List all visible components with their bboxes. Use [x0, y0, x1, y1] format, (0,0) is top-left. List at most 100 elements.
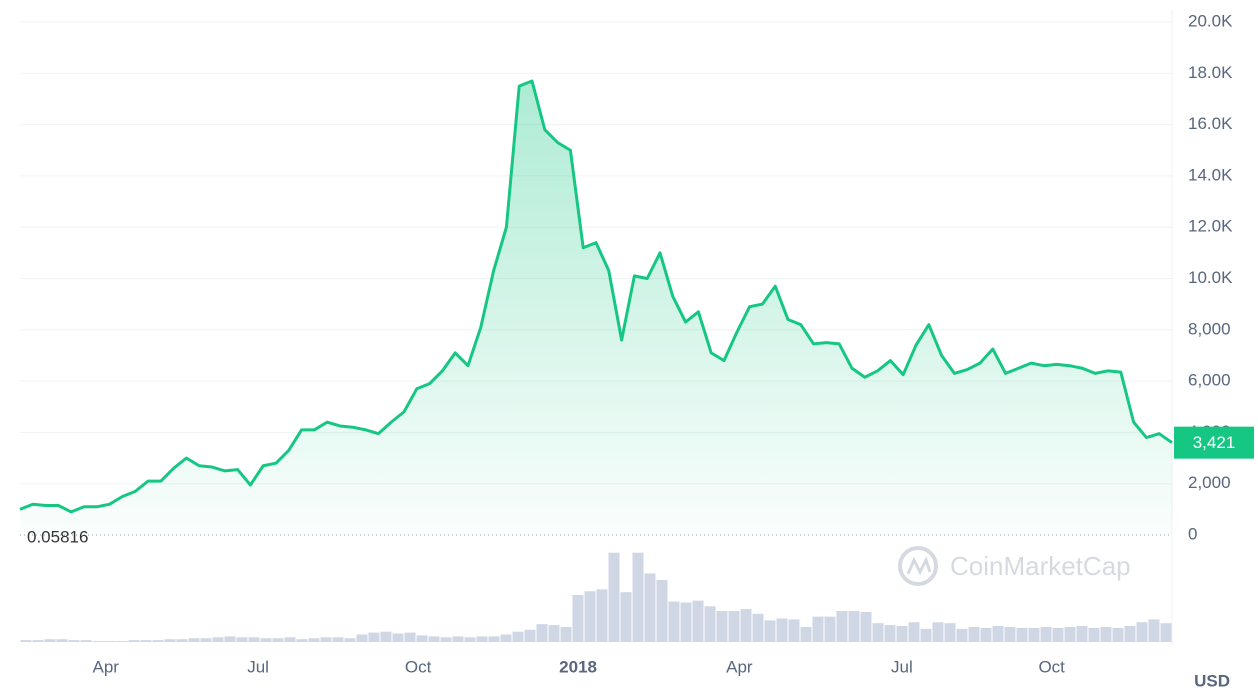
volume-bar [1112, 627, 1124, 642]
x-tick-label: Jul [247, 657, 269, 676]
volume-bar [1100, 626, 1112, 642]
volume-bar [1160, 623, 1172, 642]
volume-bar [260, 638, 272, 642]
volume-bar [752, 613, 764, 642]
volume-bar [392, 633, 404, 642]
y-tick-label: 20.0K [1188, 11, 1233, 30]
volume-bar [572, 595, 584, 642]
volume-bar [212, 637, 224, 642]
volume-bar [140, 640, 152, 642]
volume-bar [284, 637, 296, 642]
volume-bar [428, 636, 440, 642]
volume-bar [164, 639, 176, 642]
volume-bar [224, 636, 236, 642]
volume-bar [620, 592, 632, 642]
last-price-label: 3,421 [1193, 433, 1236, 452]
y-tick-label: 18.0K [1188, 63, 1233, 82]
y-tick-label: 8,000 [1188, 319, 1231, 338]
volume-bar [1076, 626, 1088, 642]
volume-bar [788, 619, 800, 642]
volume-bar [416, 635, 428, 642]
price-line [19, 79, 1173, 514]
x-tick-label: 2018 [559, 657, 597, 676]
volume-bar [920, 628, 932, 642]
volume-bar [608, 552, 620, 642]
volume-bar [488, 636, 500, 642]
volume-bar [476, 636, 488, 642]
volume-bar [536, 624, 548, 642]
volume-bar [872, 623, 884, 642]
volume-bar [656, 579, 668, 642]
volume-bar [632, 552, 644, 642]
volume-bar [512, 631, 524, 642]
volume-bar [560, 626, 572, 642]
y-tick-label: 2,000 [1188, 473, 1231, 492]
volume-bar [44, 639, 56, 642]
volume-bar [80, 640, 92, 642]
volume-bar [944, 623, 956, 642]
volume-bar [272, 638, 284, 642]
volume-bar [248, 637, 260, 642]
volume-bar [464, 637, 476, 642]
volume-bar [812, 616, 824, 642]
volume-bar [68, 640, 80, 642]
last-price-box [1174, 426, 1254, 459]
volume-bar [92, 641, 104, 642]
volume-bar [20, 640, 32, 642]
volume-bar [500, 634, 512, 642]
volume-bar [668, 601, 680, 642]
volume-bar [968, 626, 980, 642]
volume-bar [176, 639, 188, 642]
volume-bar [308, 638, 320, 642]
y-tick-label: 0 [1188, 524, 1197, 543]
volume-bar [824, 616, 836, 642]
watermark-text: CoinMarketCap [950, 551, 1131, 581]
price-area [20, 80, 1172, 536]
volume-bar [836, 610, 848, 642]
volume-bar [440, 637, 452, 642]
volume-bar [956, 628, 968, 642]
volume-bar [896, 626, 908, 642]
volume-bar [1028, 627, 1040, 642]
volume-bar [992, 626, 1004, 642]
volume-bar [344, 638, 356, 642]
volume-bar [692, 600, 704, 642]
volume-bar [524, 629, 536, 642]
volume-bar [296, 639, 308, 642]
x-tick-label: Oct [1038, 657, 1065, 676]
volume-bar [452, 636, 464, 642]
volume-bar [644, 573, 656, 642]
volume-bar [908, 622, 920, 642]
volume-bar [200, 638, 212, 642]
volume-bar [548, 625, 560, 642]
volume-bar [1064, 626, 1076, 642]
volume-bar [704, 606, 716, 642]
volume-bar [128, 640, 140, 642]
volume-bar [932, 622, 944, 642]
y-tick-label: 10.0K [1188, 268, 1233, 287]
x-tick-label: Jul [891, 657, 913, 676]
y-tick-label: 6,000 [1188, 371, 1231, 390]
volume-bar [1136, 622, 1148, 642]
volume-bar [236, 637, 248, 642]
volume-bar [848, 610, 860, 642]
volume-bar [884, 625, 896, 642]
volume-bar [800, 626, 812, 642]
volume-bar [104, 641, 116, 642]
watermark: CoinMarketCap [898, 546, 1131, 586]
y-tick-label: 14.0K [1188, 165, 1233, 184]
volume-bar [1040, 626, 1052, 642]
volume-bar [32, 640, 44, 642]
y-tick-label: 12.0K [1188, 217, 1233, 236]
volume-bar [860, 611, 872, 642]
volume-bar [980, 627, 992, 642]
volume-bar [1124, 626, 1136, 642]
volume-bar [152, 640, 164, 642]
volume-bar [1088, 627, 1100, 642]
volume-bar [404, 632, 416, 642]
x-tick-label: Oct [405, 657, 432, 676]
volume-bar [380, 631, 392, 642]
volume-bar [116, 641, 128, 642]
currency: USD [1194, 671, 1230, 690]
